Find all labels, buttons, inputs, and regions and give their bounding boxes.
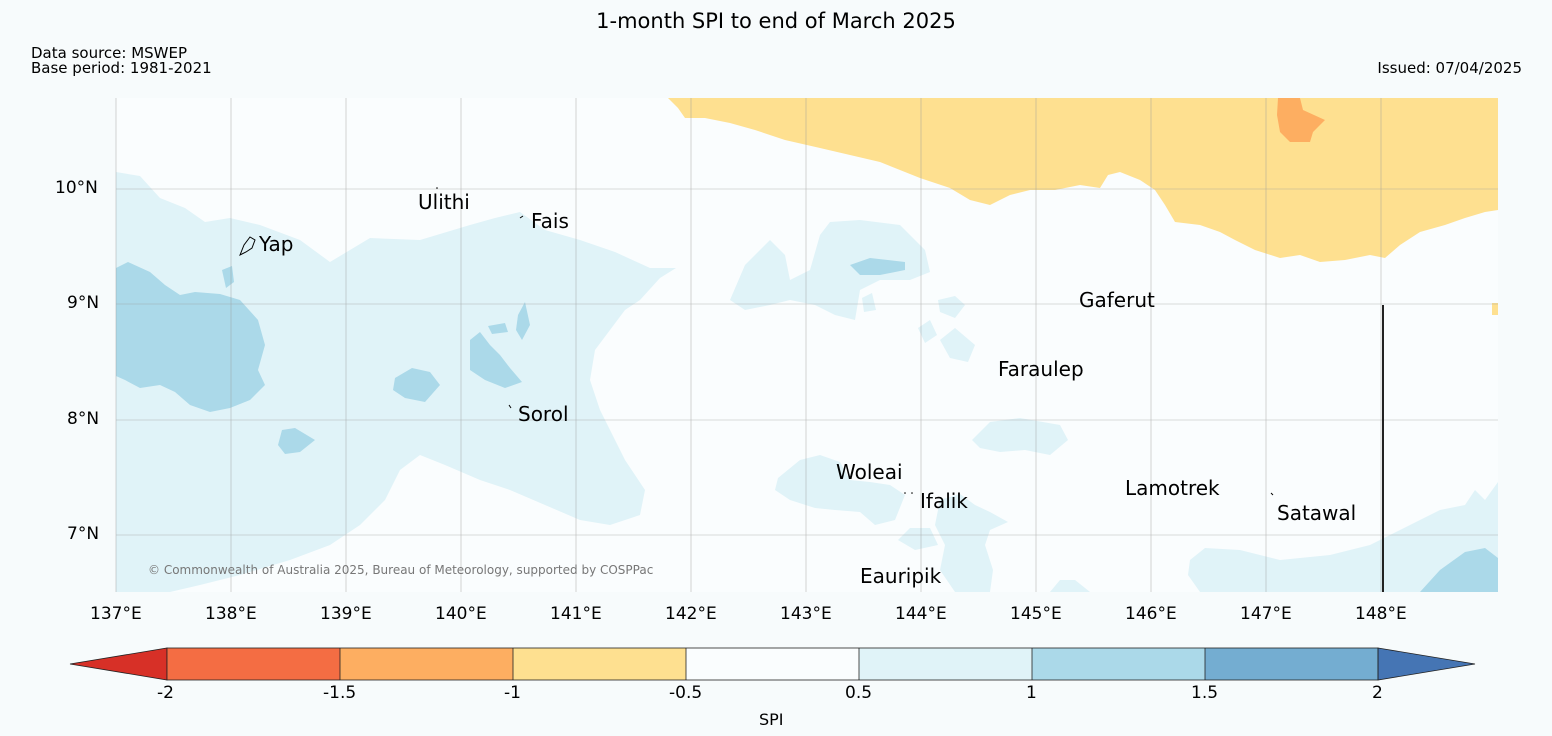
- yap-island-outline: [239, 236, 256, 257]
- lon-tick-label: 138°E: [205, 604, 257, 624]
- wet-patch-central-6: [972, 418, 1068, 455]
- colorbar-tick-label: -2: [157, 683, 174, 703]
- base-period-label: Base period: 1981-2021: [31, 59, 212, 77]
- place-label-lamotrek: Lamotrek: [1125, 476, 1220, 500]
- place-label-woleai: Woleai: [836, 460, 903, 484]
- spi-contours: [116, 98, 1498, 592]
- colorbar-extend-high: [1377, 647, 1476, 681]
- wet-region-southeast: [1188, 482, 1498, 592]
- colorbar-bin: [1205, 648, 1378, 680]
- graticule: [115, 98, 1498, 592]
- lon-tick-label: 145°E: [1010, 604, 1062, 624]
- lon-tick-label: 142°E: [665, 604, 717, 624]
- lon-tick-label: 147°E: [1240, 604, 1292, 624]
- colorbar-bin: [859, 648, 1032, 680]
- colorbar-bin: [340, 648, 513, 680]
- colorbar-tick-label: 1.5: [1191, 683, 1219, 703]
- wet-patch-3: [470, 332, 522, 388]
- woleai-island-marker: [904, 492, 906, 494]
- ulithi-island-marker: [436, 187, 438, 189]
- wet-region-central-1: [730, 220, 930, 320]
- colorbar-bin: [686, 648, 859, 680]
- fais-island-marker: [519, 215, 524, 219]
- dry-patch-northeast: [1277, 98, 1325, 142]
- wet-patch-5: [516, 302, 530, 340]
- colorbar-label: SPI: [759, 710, 784, 729]
- wet-patch-woleai-south: [898, 528, 938, 550]
- wet-patch-2: [393, 368, 440, 402]
- issued-date-label: Issued: 07/04/2025: [1377, 59, 1522, 77]
- lon-tick-label: 144°E: [895, 604, 947, 624]
- colorbar-tick-label: 0.5: [845, 683, 873, 703]
- place-label-faraulep: Faraulep: [998, 357, 1084, 381]
- wet-region-ifalik: [935, 494, 1008, 592]
- page-title: 1-month SPI to end of March 2025: [596, 9, 956, 33]
- colorbar-bin: [1032, 648, 1205, 680]
- lat-tick-label: 10°N: [55, 178, 98, 198]
- colorbar-tick-label: -1: [504, 683, 521, 703]
- wet-region-woleai: [775, 455, 905, 525]
- colorbar-extend-low: [69, 647, 168, 681]
- ifalik-island-marker: [911, 492, 913, 494]
- wet-patch-southeast-dark: [1420, 548, 1498, 592]
- colorbar-bin: [167, 648, 340, 680]
- colorbar-tick-label: -0.5: [669, 683, 703, 703]
- lon-tick-label: 141°E: [550, 604, 602, 624]
- wet-patch-south-1: [1050, 580, 1090, 592]
- lat-tick-label: 8°N: [67, 409, 100, 429]
- wet-patch-central-2: [862, 293, 876, 312]
- place-label-gaferut: Gaferut: [1079, 288, 1155, 312]
- place-label-satawal: Satawal: [1277, 501, 1357, 525]
- wet-patch-6: [278, 428, 315, 454]
- colorbar-tick-label: -1.5: [323, 683, 357, 703]
- lon-tick-label: 139°E: [320, 604, 372, 624]
- satawal-island-marker: [1270, 492, 1274, 496]
- wet-patch-4: [488, 323, 508, 334]
- wet-patch-central-4: [918, 320, 937, 343]
- wet-patch-central-5: [940, 328, 975, 362]
- lon-tick-label: 148°E: [1355, 604, 1407, 624]
- lon-tick-label: 137°E: [90, 604, 142, 624]
- lon-tick-label: 140°E: [435, 604, 487, 624]
- dry-patch-east-edge: [1492, 303, 1498, 315]
- place-label-fais: Fais: [531, 209, 569, 233]
- place-label-sorol: Sorol: [518, 402, 569, 426]
- data-source-label: Data source: MSWEP: [31, 44, 188, 62]
- sorol-island-marker: [508, 404, 512, 409]
- wet-region-yap-west: [116, 262, 265, 412]
- place-label-eauripik: Eauripik: [860, 564, 942, 588]
- place-label-ifalik: Ifalik: [920, 489, 968, 513]
- colorbar-tick-label: 1: [1026, 683, 1037, 703]
- lon-tick-label: 143°E: [780, 604, 832, 624]
- lat-tick-label: 9°N: [67, 293, 100, 313]
- colorbar: [69, 647, 1476, 681]
- place-label-ulithi: Ulithi: [418, 190, 470, 214]
- wet-patch-central-dark: [850, 258, 905, 275]
- copyright-notice: © Commonwealth of Australia 2025, Bureau…: [148, 563, 654, 577]
- wet-patch-central-3: [938, 296, 965, 318]
- place-label-yap: Yap: [259, 232, 294, 256]
- colorbar-bin: [513, 648, 686, 680]
- lat-tick-label: 7°N: [67, 524, 100, 544]
- lon-tick-label: 146°E: [1125, 604, 1177, 624]
- colorbar-tick-label: 2: [1372, 683, 1383, 703]
